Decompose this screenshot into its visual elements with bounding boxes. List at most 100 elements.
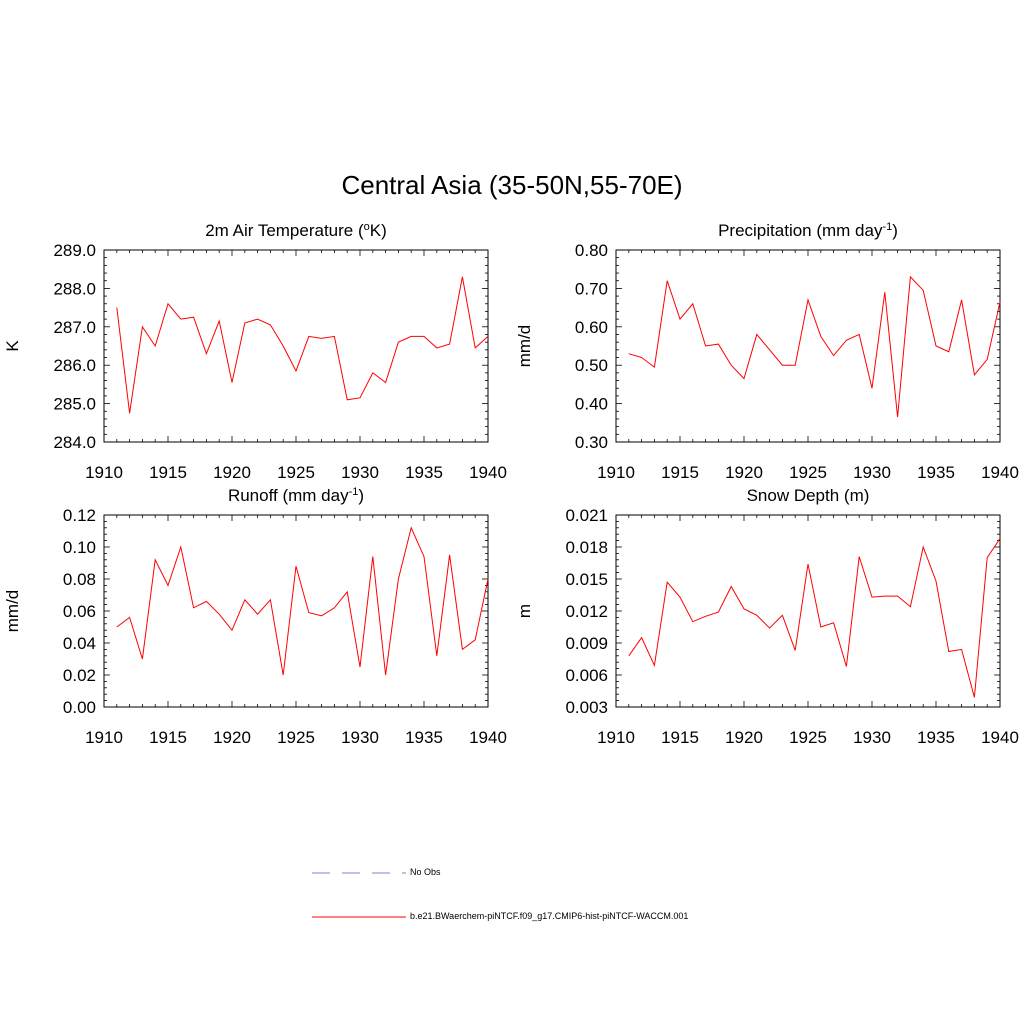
y-tick-label: 289.0: [53, 241, 96, 260]
y-axis-label: mm/d: [515, 325, 534, 368]
x-tick-label: 1940: [981, 463, 1019, 482]
data-point: [398, 579, 399, 580]
data-point: [283, 675, 284, 676]
x-tick-label: 1930: [341, 463, 379, 482]
y-tick-label: 285.0: [53, 395, 96, 414]
data-point: [974, 697, 975, 698]
data-point: [270, 599, 271, 600]
data-point: [168, 303, 169, 304]
data-point: [449, 344, 450, 345]
data-point: [219, 321, 220, 322]
data-point: [372, 372, 373, 373]
x-tick-label: 1935: [917, 463, 955, 482]
data-point: [321, 338, 322, 339]
x-tick-label: 1910: [597, 463, 635, 482]
data-point: [808, 564, 809, 565]
legend-label-model: b.e21.BWaerchem-piNTCF.f09_g17.CMIP6-his…: [410, 911, 689, 921]
data-point: [308, 336, 309, 337]
panel-title: Snow Depth (m): [747, 486, 870, 505]
data-point: [488, 579, 489, 580]
chart-precipitation: 1910 1915 1920 1925 1930 1935 1940 0.30 0.40 0.50…: [515, 221, 1019, 482]
x-tick-label: 1910: [85, 463, 123, 482]
data-point: [910, 606, 911, 607]
data-point: [833, 355, 834, 356]
data-point: [270, 324, 271, 325]
y-tick-label: 0.006: [565, 666, 608, 685]
data-point: [180, 319, 181, 320]
data-point: [859, 334, 860, 335]
data-point: [820, 336, 821, 337]
data-point: [846, 340, 847, 341]
data-point: [936, 346, 937, 347]
y-tick-label: 0.40: [575, 395, 608, 414]
y-tick-label: 287.0: [53, 318, 96, 337]
data-point: [987, 557, 988, 558]
data-point: [808, 299, 809, 300]
data-point: [347, 399, 348, 400]
data-point: [961, 299, 962, 300]
data-point: [283, 346, 284, 347]
data-point: [910, 276, 911, 277]
data-point: [206, 601, 207, 602]
y-tick-label: 0.12: [63, 506, 96, 525]
y-tick-label: 0.00: [63, 698, 96, 717]
data-point: [628, 353, 629, 354]
data-point: [820, 627, 821, 628]
data-point: [206, 353, 207, 354]
data-point: [667, 582, 668, 583]
data-point: [475, 347, 476, 348]
data-point: [347, 591, 348, 592]
chart-snow-depth: 1910 1915 1920 1925 1930 1935 1940 0.003 0.006 0.…: [515, 486, 1019, 747]
data-point: [654, 367, 655, 368]
y-axis-label: mm/d: [3, 590, 22, 633]
x-tick-label: 1940: [469, 728, 507, 747]
y-tick-label: 286.0: [53, 356, 96, 375]
y-tick-label: 0.10: [63, 538, 96, 557]
chart-air-temperature: 1910 1915 1920 1925 1930 1935 1940 284.0 285.0 28…: [3, 221, 507, 482]
data-point: [462, 276, 463, 277]
data-point: [296, 566, 297, 567]
data-point: [411, 336, 412, 337]
plot-frame: [615, 249, 1001, 443]
data-point: [334, 336, 335, 337]
data-point: [884, 596, 885, 597]
x-tick-label: 1925: [789, 728, 827, 747]
data-point: [667, 280, 668, 281]
y-tick-label: 284.0: [53, 433, 96, 452]
data-point: [923, 290, 924, 291]
data-point: [462, 649, 463, 650]
x-tick-label: 1910: [597, 728, 635, 747]
data-point: [257, 319, 258, 320]
y-tick-label: 0.003: [565, 698, 608, 717]
data-point: [961, 649, 962, 650]
y-tick-label: 0.012: [565, 602, 608, 621]
data-point: [142, 326, 143, 327]
data-point: [180, 547, 181, 548]
data-point: [193, 607, 194, 608]
legend-item-model: b.e21.BWaerchem-piNTCF.f09_g17.CMIP6-his…: [312, 910, 812, 924]
data-point: [321, 615, 322, 616]
data-point: [987, 359, 988, 360]
x-tick-label: 1930: [341, 728, 379, 747]
y-axis-label: m: [515, 604, 534, 618]
x-tick-label: 1930: [853, 728, 891, 747]
y-tick-label: 0.70: [575, 279, 608, 298]
data-point: [372, 556, 373, 557]
figure-title: Central Asia (35-50N,55-70E): [341, 170, 683, 200]
data-point: [116, 627, 117, 628]
data-point: [680, 319, 681, 320]
panel-title: Precipitation (mm day-1): [718, 221, 898, 240]
data-point: [436, 655, 437, 656]
data-point: [692, 303, 693, 304]
x-tick-label: 1925: [277, 728, 315, 747]
data-point: [385, 382, 386, 383]
x-tick-label: 1935: [405, 463, 443, 482]
data-point: [155, 559, 156, 560]
chart-runoff: 1910 1915 1920 1925 1930 1935 1940 0.00 0.02 0.04…: [3, 486, 507, 747]
data-point: [859, 556, 860, 557]
y-tick-label: 0.50: [575, 356, 608, 375]
data-point: [628, 655, 629, 656]
data-point: [884, 292, 885, 293]
y-tick-label: 0.30: [575, 433, 608, 452]
